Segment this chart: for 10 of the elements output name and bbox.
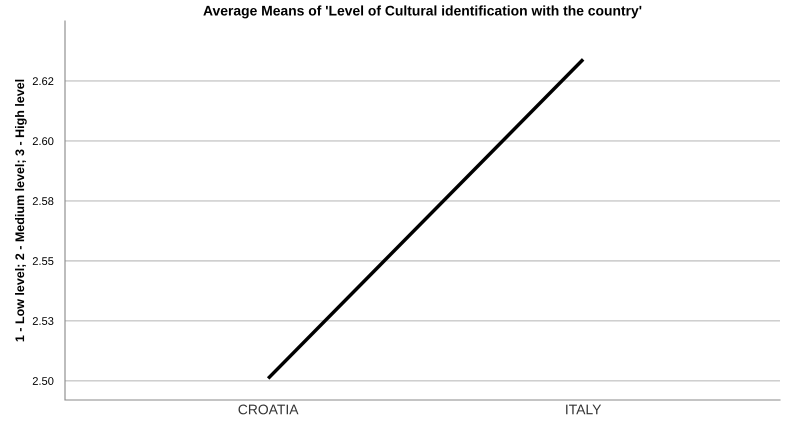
x-tick-label: CROATIA [238, 404, 298, 414]
y-tick-label: 2.58 [32, 197, 54, 206]
y-tick-label: 2.55 [32, 257, 54, 266]
y-axis-title: 1 - Low level; 2 - Medium level; 3 - High level [15, 80, 27, 342]
y-tick-label: 2.53 [32, 317, 54, 325]
y-tick-label: 2.50 [32, 377, 54, 385]
y-tick-label: 2.60 [32, 137, 54, 146]
y-tick-label: 2.62 [32, 77, 54, 86]
chart-title: Average Means of 'Level of Cultural identification with the country' [203, 5, 642, 18]
x-tick-label: ITALY [566, 404, 602, 414]
